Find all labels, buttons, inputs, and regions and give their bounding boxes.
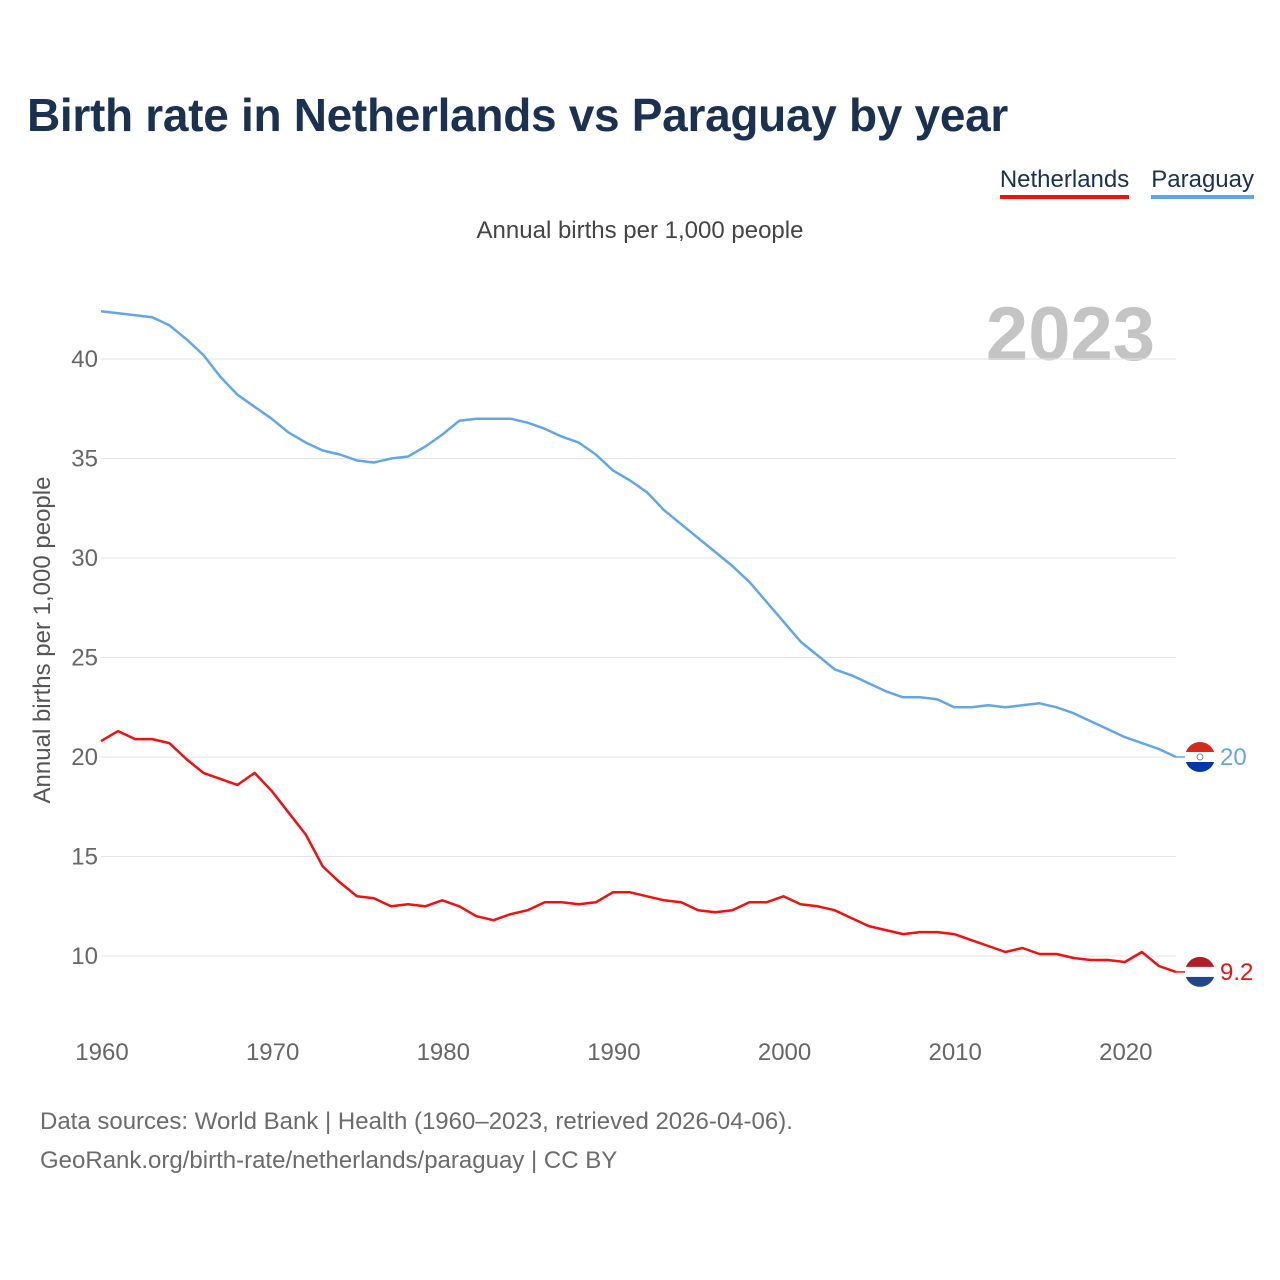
x-tick-label: 2000 [758, 1039, 811, 1066]
chart-title: Birth rate in Netherlands vs Paraguay by… [27, 89, 1009, 141]
y-tick-label: 10 [71, 943, 98, 970]
end-value-label-netherlands: 9.2 [1220, 959, 1253, 986]
end-value-label-paraguay: 20 [1220, 744, 1247, 771]
x-tick-label: 2010 [928, 1039, 981, 1066]
legend: Netherlands Paraguay [999, 166, 1254, 199]
y-tick-label: 20 [71, 744, 98, 771]
x-tick-label: 1990 [587, 1039, 640, 1066]
y-tick-label: 15 [71, 844, 98, 871]
footer-url[interactable]: GeoRank.org/birth-rate/netherlands/parag… [40, 1147, 618, 1174]
y-tick-label: 40 [71, 346, 98, 373]
y-tick-label: 30 [71, 545, 98, 572]
paraguay-flag-icon [1185, 742, 1215, 772]
legend-item-netherlands[interactable]: Netherlands [999, 166, 1130, 199]
y-axis-label: Annual births per 1,000 people [29, 477, 56, 804]
y-tick-label: 35 [71, 446, 98, 473]
x-tick-label: 1970 [246, 1039, 299, 1066]
year-watermark: 2023 [986, 292, 1155, 377]
x-tick-label: 2020 [1099, 1039, 1152, 1066]
chart-subtitle: Annual births per 1,000 people [476, 217, 804, 244]
y-tick-label: 25 [71, 645, 98, 672]
series-line-netherlands[interactable] [100, 729, 1177, 974]
series-line-paraguay[interactable] [100, 309, 1177, 759]
x-tick-label: 1980 [417, 1039, 470, 1066]
footer-sources: Data sources: World Bank | Health (1960–… [40, 1108, 793, 1135]
x-tick-label: 1960 [75, 1039, 128, 1066]
netherlands-flag-icon [1185, 956, 1215, 987]
legend-item-paraguay[interactable]: Paraguay [1151, 166, 1254, 199]
